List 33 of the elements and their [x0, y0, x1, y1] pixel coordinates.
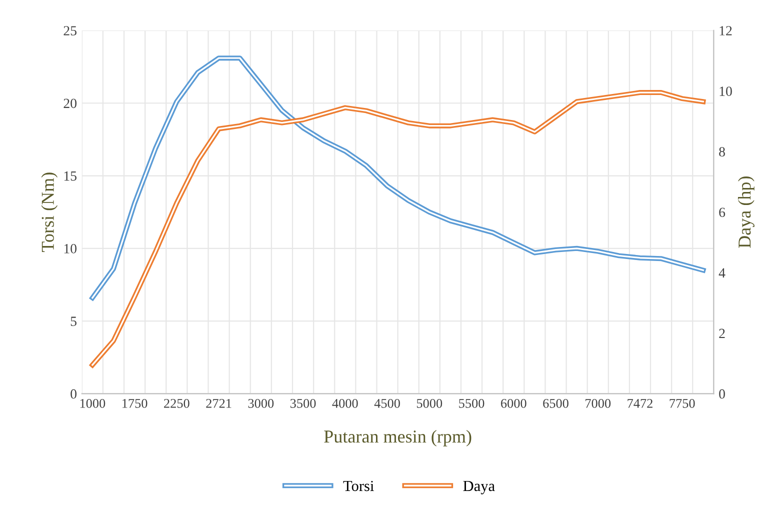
y-tick-label: 10 — [64, 244, 77, 254]
y2-tick-label: 6 — [719, 208, 726, 218]
x-tick-label: 1750 — [122, 398, 148, 408]
x-tick-label: 2721 — [206, 398, 232, 408]
legend-label: Torsi — [343, 480, 374, 492]
y-tick-label: 0 — [70, 389, 77, 399]
y2-tick-label: 0 — [719, 389, 725, 399]
y-tick-label: 20 — [64, 98, 77, 108]
x-tick-label: 7000 — [586, 398, 611, 408]
legend-label: Daya — [463, 480, 495, 494]
x-tick-label: 3500 — [290, 398, 316, 408]
y2-tick-label: 12 — [720, 26, 732, 36]
y2-tick-label: 4 — [718, 268, 726, 278]
x-tick-label: 6000 — [501, 398, 526, 408]
x-tick-label: 5500 — [459, 398, 484, 408]
x-tick-label: 7472 — [628, 398, 652, 408]
y2-tick-label: 10 — [720, 86, 732, 96]
y2-axis-title: Daya (hp) — [738, 176, 754, 248]
x-tick-label: 1000 — [80, 398, 106, 408]
y-tick-label: 5 — [70, 316, 76, 326]
x-axis-title: Putaran mesin (rpm) — [324, 430, 472, 446]
x-tick-label: 6500 — [543, 398, 568, 408]
y2-tick-label: 2 — [719, 328, 725, 338]
x-tick-label: 3000 — [248, 398, 274, 408]
x-tick-label: 7750 — [670, 398, 695, 408]
y-tick-label: 25 — [64, 26, 76, 36]
x-tick-label: 4500 — [374, 398, 400, 408]
x-tick-label: 5000 — [416, 398, 442, 408]
x-tick-label: 4000 — [332, 398, 358, 408]
y2-tick-label: 8 — [719, 147, 725, 157]
x-tick-label: 2250 — [164, 398, 190, 408]
y-axis-title: Torsi (Nm) — [41, 172, 58, 252]
y-tick-label: 15 — [64, 171, 76, 181]
